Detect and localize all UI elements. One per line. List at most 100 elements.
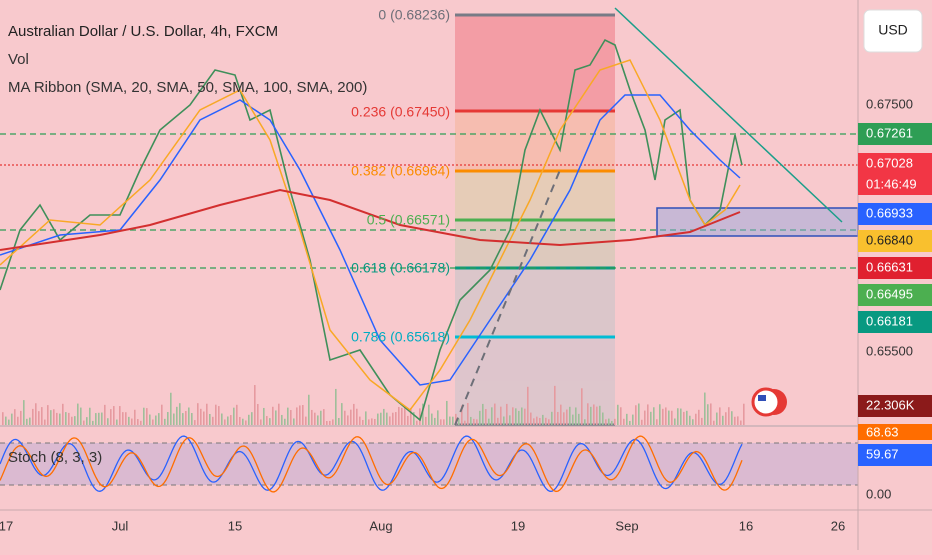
volume-bar [368,419,370,425]
price-badge: 0.66840 [866,232,913,247]
date-tick: Aug [369,518,392,533]
volume-bar [356,408,358,425]
date-tick: Sep [615,518,638,533]
volume-bar [644,410,646,425]
volume-bar [5,416,7,425]
volume-bar [473,418,475,425]
volume-bar [386,412,388,425]
volume-bar [671,410,673,425]
volume-bar [395,412,397,425]
volume-bar [710,403,712,425]
volume-bar [728,407,730,425]
volume-bar [161,404,163,425]
volume-bar [677,408,679,425]
volume-bar [587,403,589,425]
volume-bar [686,410,688,425]
volume-bar [299,405,301,425]
volume-bar [194,420,196,425]
volume-bar [89,407,91,425]
volume-bar [440,419,442,425]
indicator-label: Vol [8,51,29,68]
volume-bar [323,409,325,425]
volume-bar [629,420,631,425]
volume-bar [107,418,109,425]
chart-title: Australian Dollar / U.S. Dollar, 4h, FXC… [8,23,278,40]
volume-bar [320,410,322,425]
currency-button[interactable] [863,9,923,53]
volume-bar [656,419,658,425]
indicator-label: MA Ribbon (SMA, 20, SMA, 50, SMA, 100, S… [8,79,367,96]
volume-bar [212,416,214,425]
volume-bar [245,420,247,425]
volume-bar [560,404,562,425]
volume-bar [179,403,181,425]
volume-bar [164,418,166,425]
volume-bar [692,419,694,425]
volume-bar [584,419,586,425]
price-tick: 0.67500 [866,96,913,111]
volume-bar [554,385,556,425]
volume-bar [689,415,691,425]
volume-bar [602,412,604,425]
volume-bar [488,418,490,425]
volume-bar [17,416,19,425]
volume-bar [512,407,514,425]
volume-bar [140,420,142,425]
volume-bar [593,404,595,425]
volume-bar [95,413,97,425]
volume-bar [470,416,472,425]
stoch-d [0,435,743,493]
event-icon [751,387,787,417]
date-tick: 17 [0,518,13,533]
volume-bar [485,409,487,425]
date-tick: 26 [831,518,845,533]
volume-bar [446,400,448,425]
volume-bar [359,416,361,425]
volume-bar [419,408,421,425]
volume-bar [47,405,49,425]
volume-bar [542,414,544,425]
volume-bar [56,412,58,425]
volume-bar [563,412,565,425]
volume-bar [260,419,262,425]
volume-bar [317,415,319,425]
volume-bar [623,418,625,425]
volume-bar [11,413,13,425]
volume-bar [674,418,676,425]
volume-bar [176,406,178,425]
volume-bar [392,412,394,425]
volume-bar [632,414,634,425]
volume-bar [233,407,235,425]
stoch-k [0,435,743,492]
volume-bar [347,415,349,425]
countdown: 01:46:49 [866,176,917,191]
price-badge: 0.66933 [866,205,913,220]
volume-bar [50,410,52,425]
price-badge: 0.67028 [866,155,913,170]
volume-bar [530,412,532,425]
volume-bar [332,419,334,425]
volume-bar [455,413,457,425]
volume-bar [437,410,439,425]
volume-bar [539,417,541,425]
volume-bar [236,404,238,425]
volume-bar [122,412,124,425]
price-tick: 0.65500 [866,343,913,358]
volume-bar [284,418,286,425]
volume-bar [533,418,535,425]
volume-bar [731,411,733,425]
stoch-tick: 0.00 [866,486,891,501]
date-tick: 16 [739,518,753,533]
volume-bar [224,419,226,425]
volume-bar [497,417,499,425]
volume-bar [275,410,277,425]
volume-bar [734,416,736,425]
volume-bar [257,403,259,425]
volume-bar [215,404,217,425]
volume-bar [374,418,376,425]
volume-bar [659,404,661,425]
volume-bar [443,419,445,425]
volume-bar [98,412,100,425]
volume-bar [425,416,427,425]
